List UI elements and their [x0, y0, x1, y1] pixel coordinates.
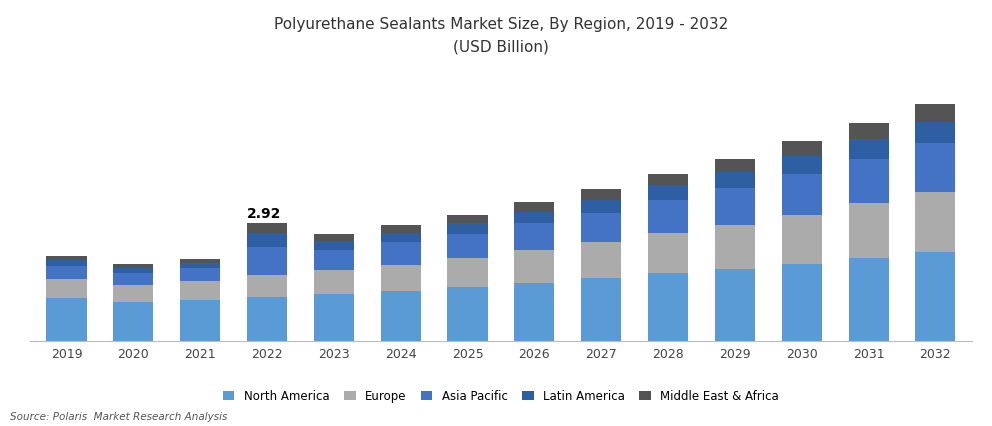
- Bar: [447, 287, 488, 341]
- Bar: [181, 263, 220, 268]
- Bar: [514, 212, 555, 224]
- Bar: [181, 268, 220, 281]
- Bar: [247, 275, 287, 297]
- Bar: [313, 250, 354, 270]
- Bar: [782, 156, 821, 174]
- Bar: [848, 123, 889, 139]
- Bar: [514, 282, 555, 341]
- Bar: [916, 144, 955, 192]
- Bar: [381, 233, 421, 242]
- Bar: [848, 203, 889, 258]
- Bar: [782, 264, 821, 341]
- Bar: [782, 141, 821, 156]
- Bar: [648, 273, 688, 341]
- Bar: [916, 121, 955, 144]
- Bar: [181, 259, 220, 263]
- Bar: [113, 268, 154, 273]
- Bar: [447, 215, 488, 223]
- Bar: [113, 302, 154, 341]
- Bar: [581, 242, 621, 278]
- Bar: [313, 241, 354, 250]
- Bar: [715, 269, 755, 341]
- Bar: [514, 250, 555, 282]
- Bar: [381, 265, 421, 291]
- Bar: [47, 298, 86, 341]
- Bar: [648, 185, 688, 200]
- Bar: [916, 104, 955, 121]
- Bar: [715, 172, 755, 188]
- Bar: [447, 223, 488, 233]
- Bar: [648, 233, 688, 273]
- Bar: [247, 297, 287, 341]
- Title: Polyurethane Sealants Market Size, By Region, 2019 - 2032
(USD Billion): Polyurethane Sealants Market Size, By Re…: [274, 17, 728, 55]
- Bar: [47, 265, 86, 279]
- Text: Source: Polaris  Market Research Analysis: Source: Polaris Market Research Analysis: [10, 412, 227, 422]
- Bar: [113, 264, 154, 268]
- Bar: [715, 225, 755, 269]
- Legend: North America, Europe, Asia Pacific, Latin America, Middle East & Africa: North America, Europe, Asia Pacific, Lat…: [218, 385, 784, 407]
- Bar: [181, 281, 220, 300]
- Bar: [648, 200, 688, 233]
- Bar: [247, 223, 287, 233]
- Bar: [447, 258, 488, 287]
- Bar: [581, 278, 621, 341]
- Bar: [514, 202, 555, 212]
- Bar: [782, 174, 821, 215]
- Bar: [848, 139, 889, 159]
- Bar: [381, 291, 421, 341]
- Bar: [916, 192, 955, 252]
- Bar: [313, 234, 354, 241]
- Bar: [581, 189, 621, 200]
- Bar: [181, 300, 220, 341]
- Bar: [381, 225, 421, 233]
- Bar: [581, 213, 621, 242]
- Bar: [514, 224, 555, 250]
- Bar: [313, 294, 354, 341]
- Bar: [848, 159, 889, 203]
- Bar: [381, 242, 421, 265]
- Bar: [247, 247, 287, 275]
- Bar: [47, 256, 86, 260]
- Bar: [916, 252, 955, 341]
- Bar: [715, 188, 755, 225]
- Bar: [581, 200, 621, 213]
- Bar: [848, 258, 889, 341]
- Bar: [313, 270, 354, 294]
- Bar: [113, 285, 154, 302]
- Bar: [447, 233, 488, 258]
- Bar: [47, 279, 86, 298]
- Text: 2.92: 2.92: [246, 207, 281, 222]
- Bar: [782, 215, 821, 264]
- Bar: [113, 273, 154, 285]
- Bar: [715, 159, 755, 172]
- Bar: [247, 233, 287, 247]
- Bar: [648, 174, 688, 185]
- Bar: [47, 260, 86, 265]
